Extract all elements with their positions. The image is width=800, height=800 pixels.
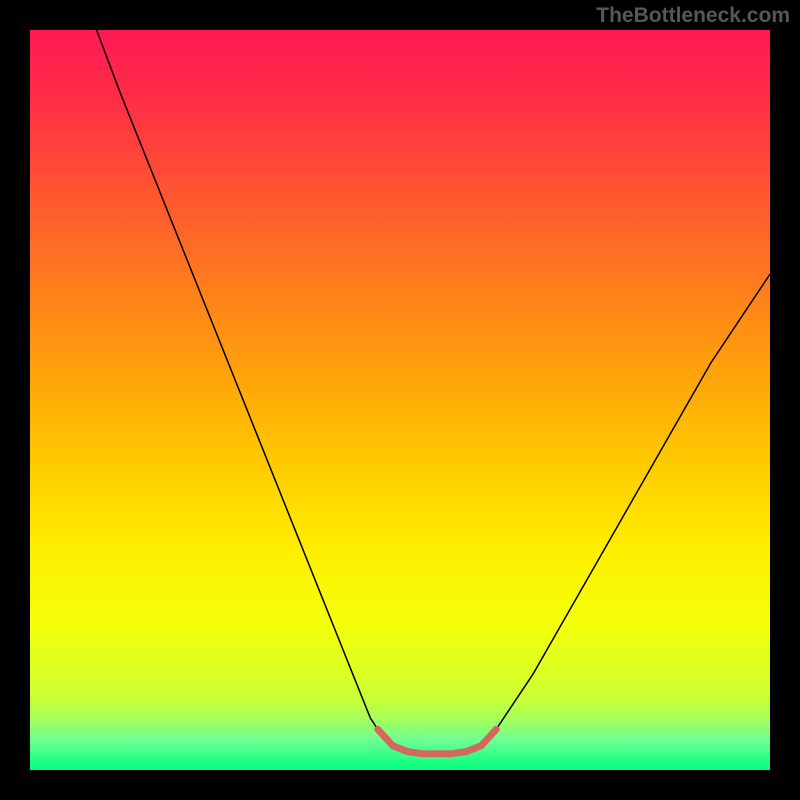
chart-svg (30, 30, 770, 770)
watermark-label: TheBottleneck.com (596, 4, 790, 28)
plot-area (30, 30, 770, 770)
chart-root: TheBottleneck.com (0, 0, 800, 800)
gradient-background (30, 30, 770, 770)
